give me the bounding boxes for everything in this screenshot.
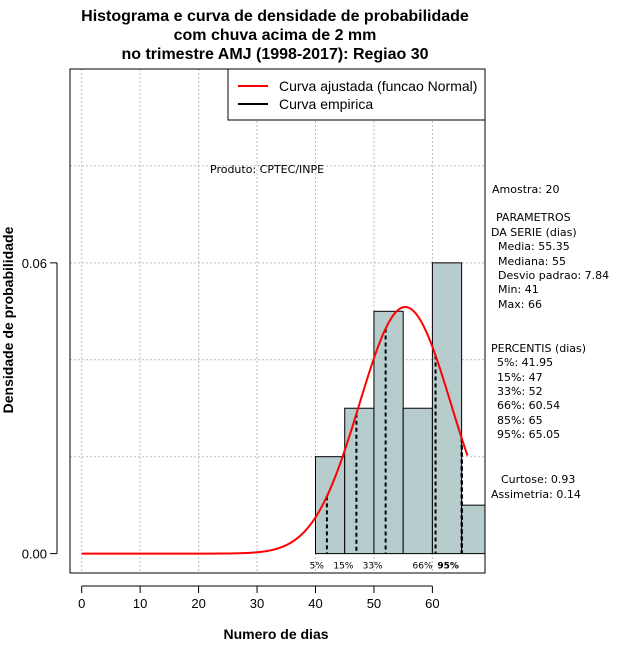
x-tick-label: 0 <box>78 596 85 611</box>
percentile-label: 15% <box>333 562 353 572</box>
fitted-curve-layer <box>81 306 469 555</box>
x-tick-label: 10 <box>133 596 147 611</box>
legend-box <box>227 68 486 121</box>
y-tick-label: 0.06 <box>22 256 47 271</box>
param-median: Mediana: 55 <box>498 255 566 268</box>
percentile-66: 66%: 60.54 <box>497 399 560 412</box>
histogram-bar <box>373 310 404 555</box>
percentile-label: 33% <box>363 562 383 572</box>
percentile-label: 95% <box>437 562 459 572</box>
sample-size: Amostra: 20 <box>492 183 559 196</box>
y-tick-label: 0.00 <box>22 547 47 562</box>
x-tick-label: 50 <box>367 596 381 611</box>
product-annotation: Produto: CPTEC/INPE <box>210 163 324 176</box>
percentile-33: 33%: 52 <box>497 385 543 398</box>
y-axis: 0.00 0.06 <box>22 256 58 562</box>
x-axis-title: Numero de dias <box>223 626 328 642</box>
percentile-label: 66% <box>413 562 433 572</box>
params-title-2: DA SERIE (dias) <box>491 226 577 239</box>
x-tick-label: 40 <box>308 596 322 611</box>
percentile-5: 5%: 41.95 <box>497 356 553 369</box>
legend: Curva ajustada (funcao Normal) Curva emp… <box>227 68 486 121</box>
histogram-bar <box>314 456 346 555</box>
chart-title-line-1: Histograma e curva de densidade de proba… <box>81 8 469 25</box>
params-title-1: PARAMETROS <box>496 211 571 224</box>
chart-title-line-3: no trimestre AMJ (1998-2017): Regiao 30 <box>121 46 428 63</box>
y-axis-title: Densidade de probabilidade <box>0 226 16 413</box>
legend-label-fitted: Curva ajustada (funcao Normal) <box>279 78 477 94</box>
percentile-label: 5% <box>310 562 325 572</box>
param-max: Max: 66 <box>498 298 542 311</box>
percentis-title: PERCENTIS (dias) <box>491 342 586 355</box>
histogram-bar <box>431 262 463 555</box>
kurtosis: Curtose: 0.93 <box>501 473 575 486</box>
histogram-bar <box>461 504 486 555</box>
x-tick-label: 60 <box>425 596 439 611</box>
param-mean: Media: 55.35 <box>498 240 570 253</box>
chart-title-line-2: com chuva acima de 2 mm <box>174 27 377 44</box>
x-tick-label: 30 <box>250 596 264 611</box>
percentile-lines: 5% 15% 33% 66% 95% <box>310 328 463 572</box>
histogram-bars <box>314 262 486 555</box>
x-tick-label: 20 <box>191 596 205 611</box>
param-min: Min: 41 <box>498 283 539 296</box>
param-sd: Desvio padrao: 7.84 <box>498 269 609 282</box>
x-axis: 0 10 20 30 40 50 60 <box>78 585 440 611</box>
skewness: Assimetria: 0.14 <box>491 488 581 501</box>
legend-label-empirical: Curva empirica <box>279 96 373 112</box>
histogram-bar <box>402 407 433 555</box>
percentile-95: 95%: 65.05 <box>497 428 560 441</box>
side-panel: Amostra: 20 PARAMETROS DA SERIE (dias) M… <box>491 183 609 501</box>
percentile-15: 15%: 47 <box>497 371 543 384</box>
percentile-85: 85%: 65 <box>497 414 543 427</box>
histogram-bar <box>344 407 375 555</box>
fitted-normal-curve <box>81 306 469 555</box>
